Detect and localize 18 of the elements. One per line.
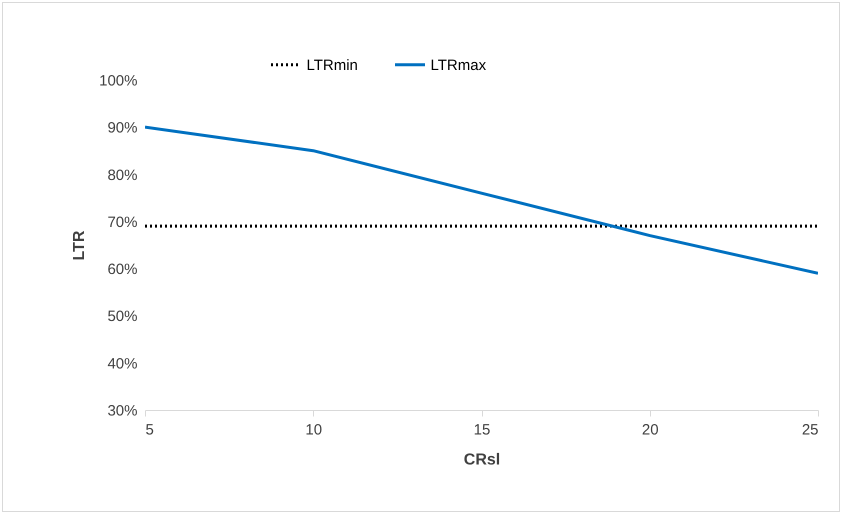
y-tick-label: 40% bbox=[107, 355, 138, 372]
y-axis-title: LTR bbox=[71, 230, 88, 260]
x-tick-label: 5 bbox=[146, 422, 154, 438]
legend-label: LTRmin bbox=[306, 56, 358, 74]
y-tick-label: 50% bbox=[107, 308, 138, 326]
y-tick-label: 90% bbox=[107, 120, 138, 137]
y-tick-label: 30% bbox=[107, 402, 138, 420]
x-tick-label: 15 bbox=[474, 422, 490, 438]
x-tick-label: 20 bbox=[642, 422, 659, 438]
line-series bbox=[145, 126, 818, 275]
x-tick-label: 25 bbox=[802, 422, 818, 438]
y-tick-label: 70% bbox=[107, 214, 138, 231]
y-tick-label: 60% bbox=[107, 261, 138, 278]
y-tick-label: 100% bbox=[99, 72, 138, 90]
x-axis-title: CRsl bbox=[464, 452, 500, 468]
legend-label: LTRmax bbox=[430, 56, 487, 74]
y-tick-label: 80% bbox=[107, 166, 138, 184]
x-tick-label: 10 bbox=[305, 422, 322, 438]
